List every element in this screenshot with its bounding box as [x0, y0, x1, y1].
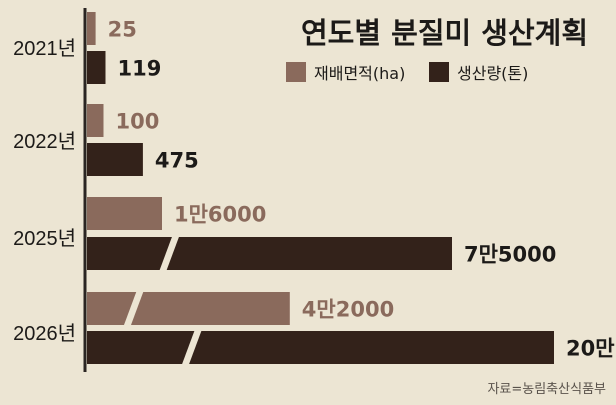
bar-area-2021 [87, 12, 96, 45]
value-label-production-2025: 7만5000 [464, 243, 556, 267]
bar-production-2022 [87, 143, 143, 176]
year-label-2021: 2021년 [13, 37, 76, 60]
bar-production-2025 [87, 237, 452, 270]
value-label-production-2026: 20만 [566, 337, 615, 361]
year-label-2025: 2025년 [13, 227, 76, 250]
bar-production-2026 [87, 331, 554, 364]
axis-break-area-2026 [123, 291, 144, 326]
bar-area-2026 [87, 292, 290, 325]
bar-production-2021 [87, 51, 106, 84]
value-label-area-2025: 1만6000 [174, 203, 266, 227]
bar-area-2022 [87, 104, 104, 137]
axis-break-production-2025 [159, 236, 180, 271]
legend-label-area: 재배면적(ha) [314, 64, 405, 83]
chart-title: 연도별 분질미 생산계획 [301, 16, 588, 50]
bars-group: 25 119 100 475 1만6000 7만5000 4만2000 20만 [87, 12, 615, 365]
value-label-production-2021: 119 [118, 57, 162, 81]
source-note: 자료=농림축산식품부 [487, 382, 606, 397]
value-label-area-2021: 25 [108, 18, 137, 42]
value-label-area-2026: 4만2000 [302, 298, 394, 322]
legend-swatch-area [286, 62, 306, 82]
legend-label-production: 생산량(톤) [457, 64, 528, 83]
legend-swatch-production [429, 62, 449, 82]
year-label-2022: 2022년 [13, 130, 76, 153]
bar-area-2025 [87, 197, 162, 230]
value-label-area-2022: 100 [116, 110, 160, 134]
value-label-production-2022: 475 [155, 149, 199, 173]
axis-break-production-2026 [181, 330, 202, 365]
year-label-2026: 2026년 [13, 322, 76, 345]
